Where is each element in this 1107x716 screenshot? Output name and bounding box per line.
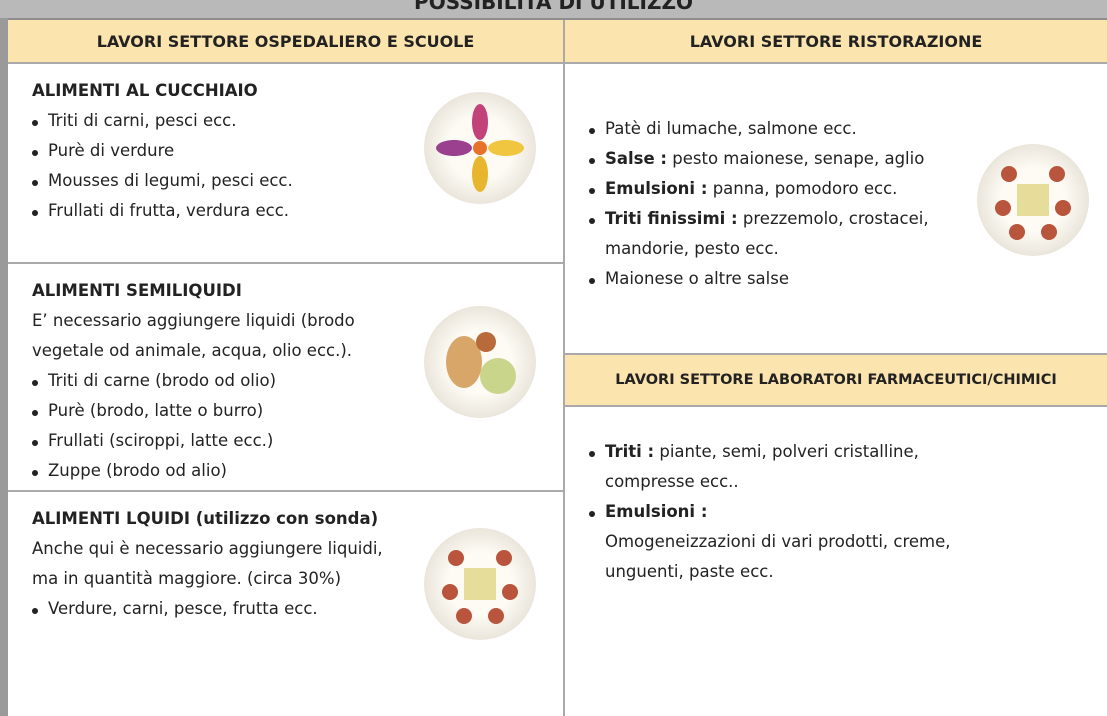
section: ALIMENTI LQUIDI (utilizzo con sonda) Anc… — [8, 492, 563, 716]
list-item: Triti : piante, semi, polveri cristallin… — [589, 437, 989, 497]
item-text: Maionese o altre salse — [605, 269, 789, 288]
food-icon — [442, 550, 518, 624]
food-image — [424, 306, 536, 418]
intro-text: E’ necessario aggiungere liquidi (brodo … — [32, 311, 355, 360]
item-text: Patè di lumache, salmone ecc. — [605, 119, 857, 138]
section-title: ALIMENTI AL CUCCHIAIO — [32, 81, 258, 100]
list-item: Triti di carni, pesci ecc. — [32, 106, 563, 136]
list-item: Salse : pesto maionese, senape, aglio — [589, 144, 939, 174]
column-heading: LAVORI SETTORE LABORATORI FARMACEUTICI/C… — [565, 355, 1107, 407]
list: Verdure, carni, pesce, frutta ecc. — [32, 594, 563, 624]
list-item: Mousses di legumi, pesci ecc. — [32, 166, 563, 196]
left-column: LAVORI SETTORE OSPEDALIERO E SCUOLE ALIM… — [8, 20, 565, 716]
list: Patè di lumache, salmone ecc. Salse : pe… — [589, 114, 939, 294]
list-item: Patè di lumache, salmone ecc. — [589, 114, 939, 144]
section: ALIMENTI SEMILIQUIDI E’ necessario aggiu… — [8, 264, 563, 492]
food-image — [424, 528, 536, 640]
food-image — [424, 92, 536, 204]
list-item: Emulsioni : Omogeneizzazioni di vari prod… — [589, 497, 989, 587]
list: Triti di carni, pesci ecc. Purè di verdu… — [32, 106, 563, 226]
food-image — [977, 144, 1089, 256]
list-item: Emulsioni : panna, pomodoro ecc. — [589, 174, 939, 204]
column-heading: LAVORI SETTORE OSPEDALIERO E SCUOLE — [8, 20, 563, 64]
item-text: pesto maionese, senape, aglio — [672, 149, 925, 168]
item-text: prezzemolo, crostacei, mandorie, pesto e… — [605, 209, 929, 258]
page-title: POSSIBILITÀ DI UTILIZZO — [414, 0, 693, 14]
item-label: Emulsioni : — [605, 502, 708, 521]
title-bar: POSSIBILITÀ DI UTILIZZO — [0, 0, 1107, 20]
item-text: piante, semi, polveri cristalline, compr… — [605, 442, 919, 491]
list: Triti di carne (brodo od olio) Purè (bro… — [32, 366, 563, 486]
section: Patè di lumache, salmone ecc. Salse : pe… — [565, 64, 1107, 355]
list-item: Triti finissimi : prezzemolo, crostacei,… — [589, 204, 939, 264]
list-item: Frullati di frutta, verdura ecc. — [32, 196, 563, 226]
item-label: Salse : — [605, 149, 668, 168]
food-icon — [995, 166, 1071, 240]
intro-text: Anche qui è necessario aggiungere liquid… — [32, 539, 383, 588]
column-heading: LAVORI SETTORE RISTORAZIONE — [565, 20, 1107, 64]
list-item: Triti di carne (brodo od olio) — [32, 366, 563, 396]
item-label: Emulsioni : — [605, 179, 708, 198]
section-title: ALIMENTI LQUIDI (utilizzo con sonda) — [32, 509, 379, 528]
item-label: Triti : — [605, 442, 655, 461]
food-icon — [446, 332, 516, 394]
right-column: LAVORI SETTORE RISTORAZIONE Patè di luma… — [565, 20, 1107, 716]
left-border — [0, 18, 8, 716]
list-item: Purè (brodo, latte o burro) — [32, 396, 563, 426]
section: ALIMENTI AL CUCCHIAIO Triti di carni, pe… — [8, 64, 563, 264]
list-item: Zuppe (brodo od alio) — [32, 456, 563, 486]
food-icon — [436, 104, 524, 192]
list-item: Purè di verdure — [32, 136, 563, 166]
section-title: ALIMENTI SEMILIQUIDI — [32, 281, 242, 300]
item-text: Omogeneizzazioni di vari prodotti, creme… — [605, 532, 951, 581]
list-item: Maionese o altre salse — [589, 264, 939, 294]
list-item: Verdure, carni, pesce, frutta ecc. — [32, 594, 563, 624]
list: Triti : piante, semi, polveri cristallin… — [589, 437, 989, 587]
section: Triti : piante, semi, polveri cristallin… — [565, 407, 1107, 716]
item-label: Triti finissimi : — [605, 209, 738, 228]
item-text: panna, pomodoro ecc. — [712, 179, 898, 198]
list-item: Frullati (sciroppi, latte ecc.) — [32, 426, 563, 456]
